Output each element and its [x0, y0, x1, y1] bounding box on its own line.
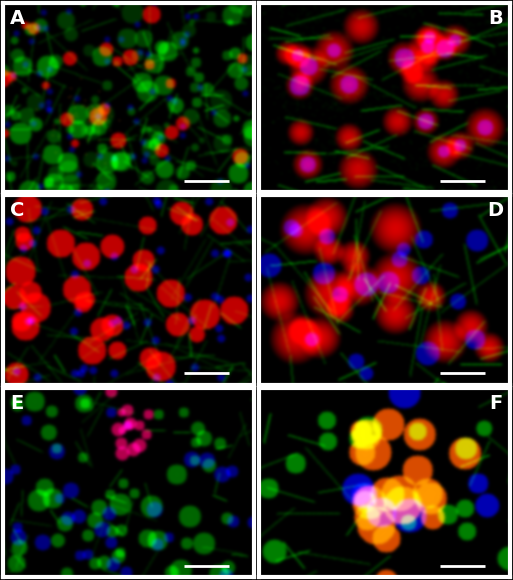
Text: E: E: [10, 394, 24, 412]
Text: C: C: [10, 201, 25, 220]
Text: B: B: [488, 9, 503, 28]
Text: D: D: [487, 201, 503, 220]
Text: F: F: [489, 394, 503, 412]
Text: A: A: [10, 9, 25, 28]
